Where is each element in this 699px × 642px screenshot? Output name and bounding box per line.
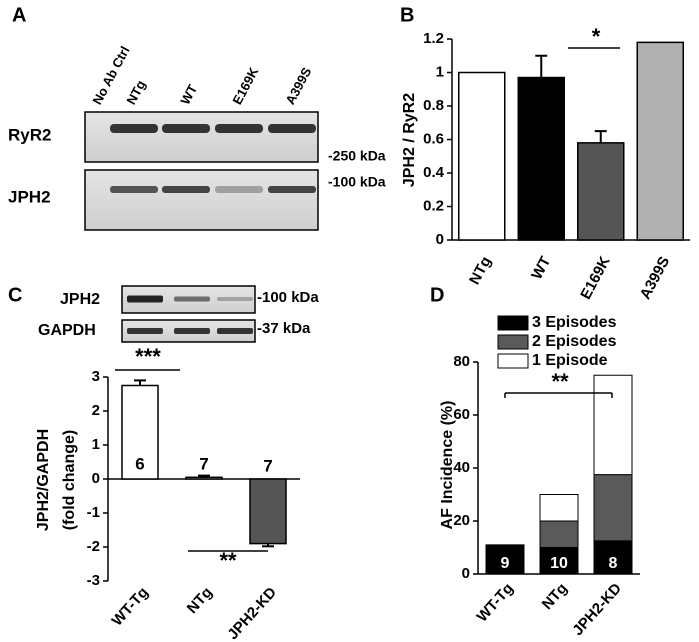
y-tick-label: 0.8: [423, 97, 444, 114]
x-tick-label: JPH2-KD: [569, 580, 625, 639]
x-tick-label: WT-Tg: [474, 580, 517, 625]
y-tick-label: 1: [436, 63, 444, 80]
x-tick-label: JPH2-KD: [224, 584, 280, 642]
band: [127, 328, 163, 334]
x-tick-label: A399S: [637, 254, 674, 302]
bar-segment: [593, 374, 633, 476]
n-label: 9: [501, 555, 510, 572]
band: [217, 297, 253, 301]
band: [162, 186, 210, 193]
band: [162, 124, 210, 133]
y-tick-label: 0: [462, 565, 470, 582]
y-tick-label: 1.2: [423, 30, 444, 47]
band: [174, 296, 210, 302]
n-label: 7: [263, 456, 272, 475]
y-axis-label: AF Incidence (%): [439, 401, 456, 530]
blot-row-label: JPH2: [60, 291, 100, 308]
n-label: 6: [135, 454, 144, 473]
panel-label: C: [8, 284, 22, 306]
band: [268, 186, 316, 193]
y-tick-label: 0.6: [423, 130, 444, 147]
bar: [577, 142, 625, 241]
y-axis-label: JPH2 / RyR2: [401, 93, 418, 187]
marker-label: -100 kDa: [257, 289, 319, 306]
n-label: 7: [199, 454, 208, 473]
band: [215, 186, 263, 193]
y-tick-label: -2: [87, 538, 100, 555]
bar-segment: [485, 544, 525, 575]
blot-box: [84, 169, 319, 231]
marker-label: -100 kDa: [328, 174, 386, 190]
x-tick-label: NTg: [466, 254, 495, 288]
blot-row-label: GAPDH: [38, 322, 96, 339]
band: [110, 124, 158, 133]
y-tick-label: 0.4: [423, 164, 445, 181]
y-tick-label: 0.2: [423, 197, 444, 214]
blot-row-label: RyR2: [8, 125, 51, 144]
bar: [121, 384, 159, 480]
bar: [249, 478, 287, 545]
blot-box: [84, 111, 319, 163]
x-tick-label: NTg: [184, 584, 216, 617]
y-tick-label: 3: [92, 368, 100, 385]
y-tick-label: 20: [453, 512, 470, 529]
lane-label: E169K: [229, 64, 261, 107]
band: [127, 295, 163, 303]
legend-label: 2 Episodes: [532, 333, 617, 350]
legend-label: 3 Episodes: [532, 314, 617, 331]
bar: [458, 71, 506, 241]
bar-segment: [593, 540, 633, 575]
lane-label: A399S: [282, 65, 314, 107]
marker-label: -37 kDa: [257, 320, 311, 337]
lane-label: WT: [177, 82, 200, 107]
bar: [636, 41, 684, 241]
y-axis-label: (fold change): [61, 430, 78, 530]
marker-label: -250 kDa: [328, 148, 386, 164]
band: [217, 328, 253, 334]
significance: **: [551, 369, 569, 394]
band: [110, 186, 158, 193]
bar: [517, 76, 565, 241]
legend-swatch: [497, 315, 529, 331]
y-tick-label: -3: [87, 572, 100, 589]
bar-segment: [539, 494, 579, 522]
y-tick-label: 60: [453, 406, 470, 423]
y-tick-label: 0: [436, 231, 444, 248]
significance: *: [592, 24, 601, 49]
bar-segment: [539, 547, 579, 575]
n-label: 10: [550, 555, 568, 572]
significance: **: [219, 548, 237, 573]
y-tick-label: 40: [453, 459, 470, 476]
y-tick-label: 0: [92, 470, 100, 487]
panel-label: B: [400, 4, 414, 26]
y-tick-label: -1: [87, 504, 100, 521]
y-tick-label: 80: [453, 353, 470, 370]
y-tick-label: 2: [92, 402, 100, 419]
significance: ***: [135, 344, 161, 369]
x-tick-label: WT: [528, 254, 554, 283]
x-tick-label: E169K: [577, 254, 614, 303]
n-label: 8: [609, 555, 618, 572]
bar-segment: [593, 474, 633, 542]
lane-label: NTg: [123, 78, 148, 107]
panel-label: D: [430, 284, 444, 306]
x-tick-label: WT-Tg: [109, 584, 152, 629]
blot-row-label: JPH2: [8, 187, 51, 206]
bar: [185, 476, 223, 480]
legend-label: 1 Episode: [532, 352, 608, 369]
y-tick-label: 1: [92, 436, 100, 453]
bar-segment: [539, 520, 579, 548]
x-tick-label: NTg: [539, 580, 571, 613]
y-axis-label: JPH2/GAPDH: [35, 429, 52, 531]
band: [174, 328, 210, 334]
panel-label: A: [12, 4, 26, 26]
band: [268, 124, 316, 133]
band: [215, 124, 263, 133]
legend-swatch: [497, 334, 529, 350]
legend-swatch: [497, 353, 529, 369]
